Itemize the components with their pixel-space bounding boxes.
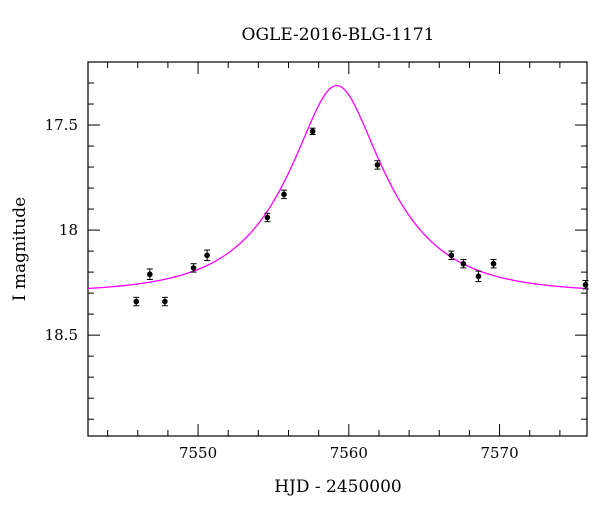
point-marker [374,162,381,168]
data-points [133,127,589,307]
data-point [374,160,381,170]
y-tick-label: 18 [59,221,78,239]
plot-frame [87,61,588,437]
data-point [448,250,455,261]
point-marker [147,271,153,278]
point-marker [309,128,316,135]
tick-labels: 7550 7560 7570 17.5 18 18.5 [45,116,519,462]
point-marker [133,298,140,305]
x-tick-label: 7550 [179,444,217,462]
point-marker [475,273,482,280]
data-point [146,268,153,280]
data-point [190,263,197,273]
y-tick-label: 17.5 [45,116,78,134]
point-marker [190,265,197,271]
data-point [280,189,287,200]
data-point [460,259,467,269]
point-marker [204,252,210,259]
data-point [264,212,271,223]
point-marker [264,214,271,221]
data-point [582,280,589,290]
data-point [204,249,211,262]
point-marker [281,191,287,198]
y-axis-label: I magnitude [10,197,30,301]
data-point [475,270,482,283]
data-point [161,296,168,307]
y-tick-label: 18.5 [45,326,78,344]
point-marker [460,260,467,267]
x-tick-label: 7560 [330,444,368,462]
point-marker [490,260,497,267]
x-axis-label: HJD - 2450000 [274,477,402,497]
point-marker [162,298,168,305]
point-marker [448,252,455,259]
point-marker [582,281,589,288]
x-tick-label: 7570 [480,444,518,462]
major-ticks [88,62,587,436]
chart-title: OGLE-2016-BLG-1171 [242,25,435,45]
data-point [490,259,497,269]
model-curve [87,84,588,290]
minor-ticks [88,62,587,436]
data-point [309,127,316,135]
data-point [133,296,140,307]
